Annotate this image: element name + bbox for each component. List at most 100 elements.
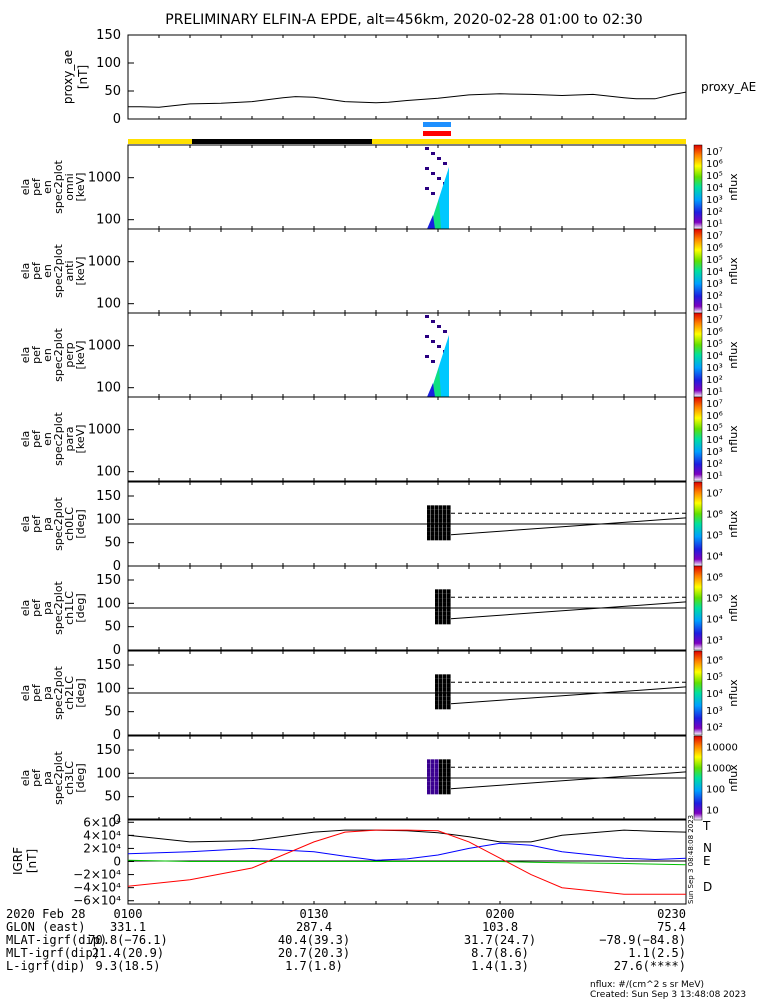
colorbar-tick-label: 10² [706, 207, 723, 218]
spectrogram-cell [443, 505, 447, 510]
spectrogram-cell [447, 514, 451, 519]
spectrogram-cell [431, 763, 435, 769]
y-axis-label-proxy-ae: proxy_ae [61, 50, 75, 104]
proxy-ae-series-line [128, 91, 687, 108]
colorbar-tick-label: 10³ [706, 636, 723, 647]
y-tick-label: 100 [96, 596, 121, 611]
y-axis-label-line: ch1LC [63, 591, 76, 625]
time-tick-label: 0200 [486, 907, 515, 921]
y-tick-label: 150 [96, 573, 121, 588]
spectrogram-cell [447, 518, 451, 523]
spectrogram-cell [439, 518, 443, 523]
y-axis-label-line: pef [30, 261, 43, 280]
loss-cone-line [450, 686, 687, 705]
spectrogram-cell [431, 152, 435, 155]
y-tick-label: 100 [96, 213, 121, 228]
time-row-label: MLAT-igrf(dip) [6, 933, 107, 947]
spectrogram-cell [431, 172, 435, 175]
y-tick-label: 50 [104, 84, 121, 99]
igrf-series-n [127, 842, 687, 861]
spectrogram-cell [427, 531, 431, 536]
spectrogram-cell [439, 768, 443, 773]
colorbar-tick-label: 1000 [706, 764, 731, 775]
time-row-label: MLT-igrf(dip) [6, 946, 100, 960]
colorbar [693, 735, 703, 821]
y-axis-label-line: pef [30, 177, 43, 196]
igrf-series-t [127, 829, 687, 843]
spectrogram-cell [435, 509, 439, 515]
spectrogram-cell [447, 619, 451, 625]
spectrogram-cell [425, 187, 429, 190]
spectrogram-cell [439, 674, 443, 679]
spectrogram-cell [439, 781, 443, 786]
spectrogram-cell [443, 598, 447, 603]
spectrogram-cell [435, 772, 439, 777]
spectrogram-cell [439, 535, 443, 541]
spectrogram-cell [435, 598, 439, 603]
spectrogram-cell [439, 606, 443, 612]
colorbar [693, 650, 703, 736]
spectrogram-cell [447, 789, 451, 795]
spectrogram-cell [435, 678, 439, 684]
y-axis-label-line: ela [19, 431, 32, 448]
legend-e: E [703, 854, 711, 868]
spectrogram-cell [427, 383, 435, 397]
spectrogram-cell [431, 509, 435, 515]
spectrogram-cell [439, 598, 443, 603]
y-tick-label: 150 [96, 743, 121, 758]
spectrogram-cell [427, 759, 431, 764]
colorbar-tick-label: 10⁴ [706, 615, 723, 626]
spectrogram-cell [435, 691, 439, 697]
plot-frame [127, 396, 687, 482]
time-axis-value: −78.9(−84.8) [599, 933, 686, 947]
colorbar [693, 565, 703, 651]
colorbar [693, 396, 703, 482]
spectrogram-cell [439, 514, 443, 519]
y-axis-label-line: ch2LC [63, 676, 76, 710]
proxy-ae-series-label: proxy_AE [701, 80, 756, 94]
y-tick-label: 150 [96, 28, 121, 43]
spectrogram-cell [443, 776, 447, 782]
spectrogram-cell [425, 167, 429, 170]
y-axis-label-line: ela [19, 516, 32, 533]
spectrogram-cell [427, 527, 431, 532]
y-axis-label-line: en [41, 180, 54, 194]
spectrogram-cell [439, 589, 443, 594]
spectrogram-cell [447, 781, 451, 786]
y-axis-label-line: omni [63, 173, 76, 200]
spectrogram-cell [443, 674, 447, 679]
spectrogram-cell [447, 683, 451, 688]
spectrogram-cell [435, 531, 439, 536]
spectrogram-cell [435, 606, 439, 612]
spectrogram-cell [443, 768, 447, 773]
y-axis-label-line: ela [19, 347, 32, 364]
colorbar [693, 312, 703, 398]
spectrogram-cell [427, 785, 431, 790]
y-axis-label-igrf: IGRF [11, 847, 25, 875]
y-tick-label: 1000 [88, 339, 121, 354]
legend-n: N [703, 841, 712, 855]
time-row-label: GLON (east) [6, 920, 85, 934]
y-axis-label-line: ch0LC [63, 507, 76, 541]
colorbar-tick-label: 10⁵ [706, 339, 723, 350]
spectrogram-cell [431, 535, 435, 541]
spectrogram-cell [443, 606, 447, 612]
colorbar-tick-label: 10⁷ [706, 147, 723, 158]
y-axis-label-line: pef [30, 598, 43, 617]
colorbar-tick-label: 10² [706, 723, 723, 734]
colorbar-tick-label: 10⁷ [706, 231, 723, 242]
spectrogram-cell [443, 687, 447, 692]
spectrogram-cell [443, 611, 447, 616]
created-note: Created: Sun Sep 3 13:48:08 2023 [590, 990, 746, 1000]
spectrogram-cell [447, 535, 451, 541]
colorbar-tick-label: 10⁶ [706, 243, 723, 254]
spectrogram-cell [447, 606, 451, 612]
panel-en_anti: elapefenspec2plotanti[keV]100100010¹10²1… [19, 228, 740, 314]
colorbar-tick-label: 10² [706, 375, 723, 386]
legend-d: D [703, 880, 712, 894]
y-tick-label: 6×10⁴ [83, 815, 121, 829]
time-row-label: 2020 Feb 28 [6, 907, 85, 921]
spectrogram-cell [431, 781, 435, 786]
